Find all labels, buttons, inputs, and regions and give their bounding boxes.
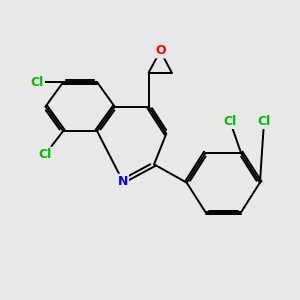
Text: N: N: [118, 175, 128, 188]
Text: O: O: [155, 44, 166, 57]
Text: Cl: Cl: [257, 115, 271, 128]
Text: Cl: Cl: [31, 76, 44, 88]
Text: Cl: Cl: [39, 148, 52, 160]
Text: Cl: Cl: [224, 115, 237, 128]
